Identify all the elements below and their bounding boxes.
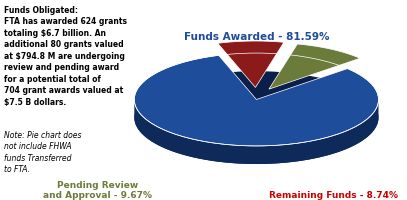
Text: Funds Awarded - 81.59%: Funds Awarded - 81.59% [184,32,329,42]
Polygon shape [269,45,360,90]
Polygon shape [134,56,379,146]
Text: Note: Pie chart does
not include FHWA
funds Transferred
to FTA.: Note: Pie chart does not include FHWA fu… [4,130,81,173]
Ellipse shape [134,72,379,164]
Polygon shape [218,42,284,88]
Text: Funds Obligated:
FTA has awarded 624 grants
totaling $6.7 billion. An
additional: Funds Obligated: FTA has awarded 624 gra… [4,6,127,106]
Text: Remaining Funds - 8.74%: Remaining Funds - 8.74% [269,190,398,199]
Polygon shape [134,100,379,164]
Text: Pending Review
and Approval - 9.67%: Pending Review and Approval - 9.67% [43,180,152,199]
